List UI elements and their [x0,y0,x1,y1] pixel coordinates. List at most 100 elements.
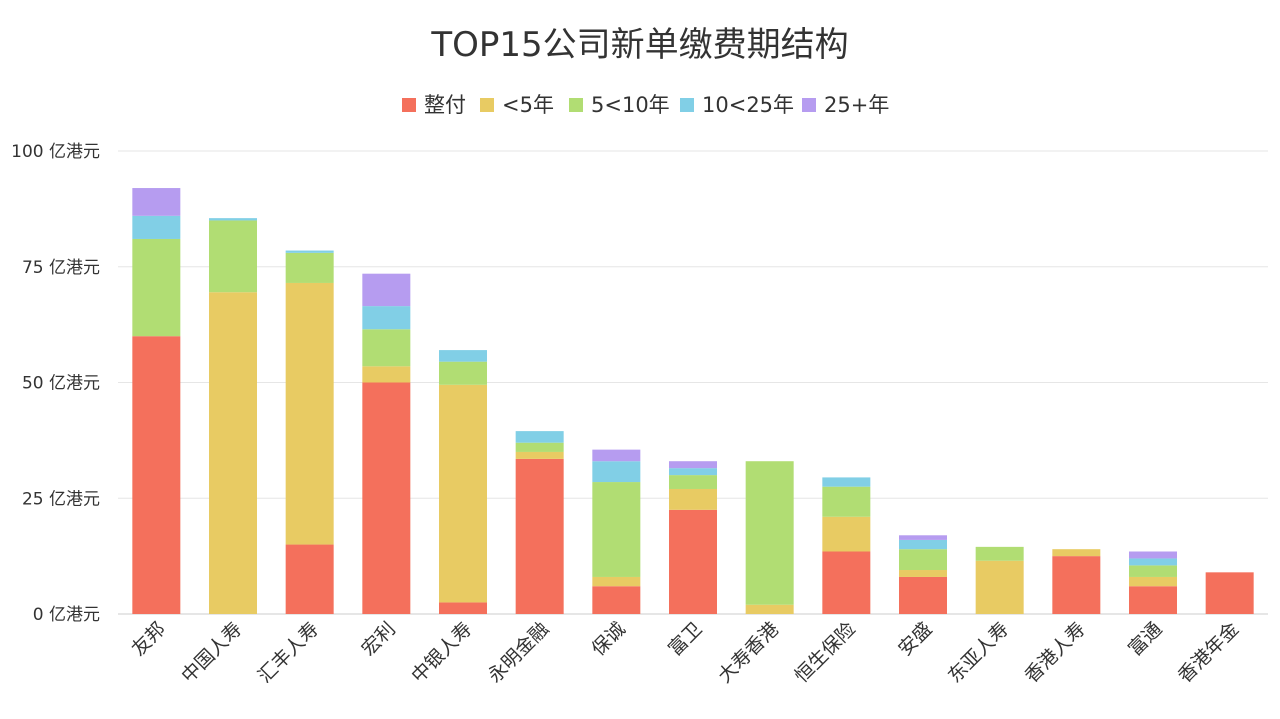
legend-item: 25+年 [802,93,889,117]
bar-stack [822,477,871,614]
bar-segment [132,188,181,216]
y-tick-label: 25 亿港元 [22,489,100,509]
y-tick-label: 50 亿港元 [22,374,100,394]
x-tick-label: 宏利 [357,618,399,660]
bar-segment [209,218,257,221]
chart-title: TOP15公司新单缴费期结构 [430,25,848,65]
x-tick-label: 中银人寿 [407,618,476,687]
bar-segment [592,586,641,614]
bar-segment [822,477,871,487]
bar-segment [592,576,641,587]
bar-segment [975,546,1024,561]
bar-segment [439,602,487,614]
bar-segment [745,604,794,614]
bar-stack [1205,572,1254,614]
bar-stack [1052,549,1101,614]
bar-segment [899,535,947,540]
bar-segment [132,336,181,614]
bar-segment [362,273,411,307]
legend-swatch [480,98,494,112]
legend-item: 10<25年 [680,93,794,117]
legend: 整付 <5年 5<10年 10<25年 25+年 [402,93,889,117]
legend-swatch [680,98,694,112]
bar-segment [132,238,181,337]
bar-segment [362,366,411,383]
x-tick-label: 保诚 [587,618,629,660]
x-tick-label: 中国人寿 [177,618,246,687]
bar-stack [209,218,257,614]
bar-segment [669,509,717,614]
bar-segment [285,252,334,283]
bar-segment [1129,576,1177,587]
legend-item: 整付 [402,93,466,117]
legend-item: <5年 [480,93,554,117]
bar-segment [1205,572,1254,614]
bars [132,188,1254,614]
legend-swatch [802,98,816,112]
bar-segment [669,461,717,469]
bar-stack [899,535,947,614]
x-tick-label: 友邦 [127,618,169,660]
bar-segment [209,292,257,614]
bar-stack [592,449,641,614]
bar-segment [899,570,947,577]
bar-segment [362,329,411,367]
bar-segment [592,482,641,577]
bar-segment [822,551,871,614]
bar-stack [669,461,717,614]
bar-stack [745,461,794,614]
bar-segment [1129,565,1177,577]
x-tick-label: 富通 [1124,618,1166,660]
x-tick-label: 东亚人寿 [944,618,1013,687]
legend-label: <5年 [502,93,554,117]
legend-label: 5<10年 [591,93,670,117]
bar-segment [669,468,717,476]
bar-segment [669,475,717,489]
y-tick-label: 0 亿港元 [33,605,100,625]
bar-segment [592,449,641,462]
x-tick-label: 香港人寿 [1021,618,1090,687]
legend-label: 整付 [424,93,466,117]
legend-item: 5<10年 [569,93,670,117]
bar-segment [362,382,411,614]
legend-swatch [569,98,583,112]
bar-segment [439,361,487,385]
bar-segment [592,461,641,483]
bar-segment [1052,556,1101,614]
x-tick-label: 富卫 [664,618,706,660]
bar-segment [899,576,947,614]
bar-segment [1129,558,1177,566]
bar-segment [515,442,564,452]
bar-segment [1052,549,1101,557]
bar-segment [822,516,871,552]
bar-stack [1129,551,1177,614]
bar-stack [132,188,181,614]
x-tick-label: 永明金融 [484,618,553,687]
bar-stack [975,546,1024,614]
bar-segment [899,549,947,571]
legend-label: 10<25年 [702,93,794,117]
x-tick-label: 恒生保险 [791,618,860,687]
x-tick-label: 汇丰人寿 [254,618,323,687]
x-tick-label: 安盛 [894,618,936,660]
x-axis: 友邦 中国人寿 汇丰人寿 宏利 中银人寿 永明金融 保诚 富卫 大寿香港 恒生保险 安盛 东亚人寿 香港… [127,618,1243,687]
bar-segment [362,306,411,330]
bar-segment [515,451,564,459]
y-axis: 0 亿港元 25 亿港元 50 亿港元 75 亿港元 100 亿港元 [11,142,100,625]
bar-stack [285,250,334,614]
bar-segment [209,220,257,293]
bar-segment [515,431,564,443]
bar-stack [362,273,411,614]
bar-segment [899,539,947,550]
bar-segment [285,282,334,545]
bar-segment [1129,586,1177,614]
bar-segment [975,560,1024,614]
legend-swatch [402,98,416,112]
bar-segment [669,488,717,510]
bar-segment [439,350,487,362]
bar-stack [439,350,487,614]
bar-stack [515,431,564,614]
x-tick-label: 大寿香港 [714,618,783,687]
bar-segment [439,384,487,603]
